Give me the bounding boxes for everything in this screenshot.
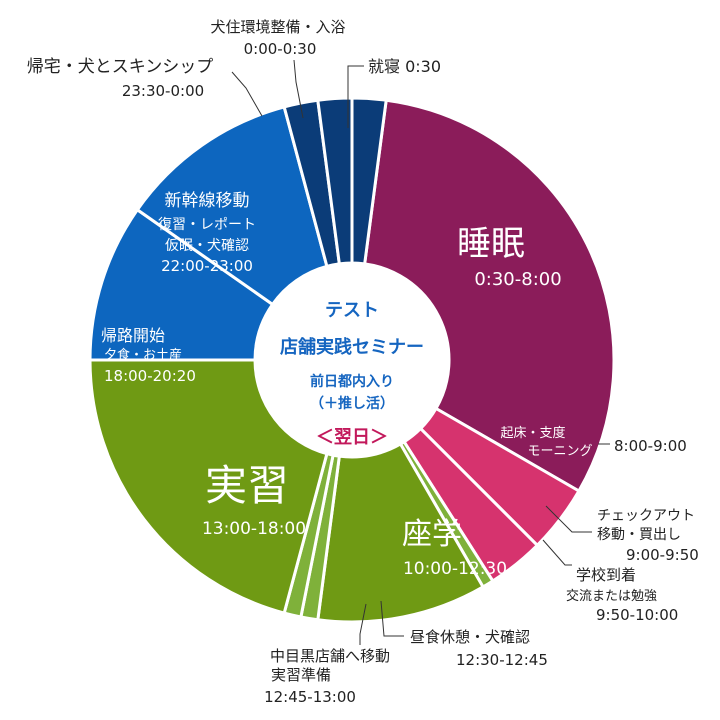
callout-checkout-2: 移動・買出し [597, 527, 681, 543]
leader-lunch [380, 600, 404, 637]
center-title: テスト [325, 300, 379, 321]
callout-dog-env-1: 犬住環境整備・入浴 [210, 18, 345, 36]
label-lecture-time: 10:00-12:30 [403, 559, 507, 579]
callout-school-1: 学校到着 [576, 566, 636, 584]
center-next-day: ＜翌日＞ [316, 427, 388, 448]
leader-dog-env [293, 59, 304, 119]
label-practice-time: 13:00-18:00 [202, 519, 306, 539]
label-wakeup-2: モーニング [527, 444, 592, 459]
label-return-3: 18:00-20:20 [104, 367, 196, 385]
center-note-2: （＋推し活） [310, 395, 394, 412]
label-wakeup-1: 起床・支度 [500, 425, 565, 441]
callout-lunch-2: 12:30-12:45 [456, 651, 548, 669]
label-shinkansen-4: 22:00-23:00 [161, 257, 253, 275]
label-lecture-title: 座学 [402, 517, 462, 552]
label-return-1: 帰路開始 [101, 326, 165, 345]
leader-school [542, 539, 572, 566]
callout-move-shop-1: 中目黒店舗へ移動 [270, 647, 390, 665]
label-shinkansen-2: 復習・レポート [158, 216, 256, 233]
callout-move-shop-2: 実習準備 [271, 666, 331, 684]
label-return-2: 夕食・お土産 [104, 347, 182, 363]
callout-move-shop-3: 12:45-13:00 [264, 688, 356, 706]
label-sleep-time: 0:30-8:00 [474, 269, 561, 290]
callout-checkout-3: 9:00-9:50 [626, 546, 699, 564]
center-note-1: 前日都内入り [310, 373, 394, 390]
callout-dog-env-2: 0:00-0:30 [244, 40, 317, 58]
callout-home-2: 23:30-0:00 [122, 82, 204, 100]
callout-lunch-1: 昼食休憩・犬確認 [410, 628, 530, 646]
callout-school-3: 9:50-10:00 [596, 606, 678, 624]
slice-practice [88, 358, 329, 615]
leader-move-shop [359, 603, 367, 645]
label-sleep-title: 睡眠 [457, 224, 525, 264]
callout-checkout-1: チェックアウト [597, 508, 695, 524]
label-shinkansen-1: 新幹線移動 [165, 190, 250, 211]
leader-checkout [545, 505, 592, 533]
callout-school-2: 交流または勉強 [566, 588, 657, 604]
callout-wakeup: 8:00-9:00 [614, 437, 687, 455]
center-subtitle: 店舗実践セミナー [280, 336, 424, 358]
label-practice-title: 実習 [205, 461, 289, 510]
callout-home-1: 帰宅・犬とスキンシップ [27, 57, 214, 77]
leader-home [231, 71, 263, 117]
leader-bedtime [347, 65, 364, 128]
label-shinkansen-3: 仮眠・犬確認 [165, 238, 249, 254]
callout-bedtime: 就寝 0:30 [368, 57, 441, 76]
center-hole [255, 263, 449, 457]
